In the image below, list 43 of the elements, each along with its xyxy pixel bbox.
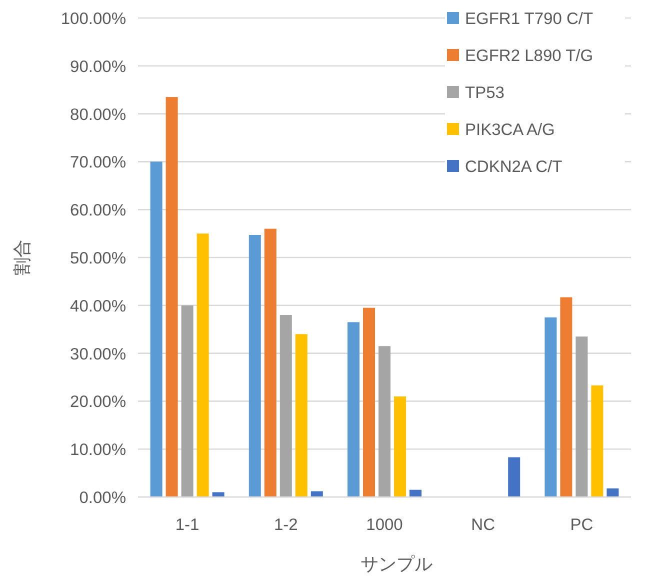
bar: [196, 234, 209, 497]
x-tick-label: 1000: [366, 516, 403, 534]
x-tick-label: 1-2: [274, 516, 298, 534]
y-tick-label: 40.00%: [70, 297, 126, 316]
bar: [576, 336, 588, 497]
y-tick-label: 80.00%: [70, 106, 126, 124]
bar: [363, 308, 375, 497]
bar: [166, 97, 178, 497]
bar: [560, 297, 572, 497]
legend-label: PIK3CA A/G: [465, 121, 555, 139]
x-tick-label: NC: [471, 516, 496, 534]
y-tick-label: 0.00%: [79, 489, 126, 507]
y-tick-label: 20.00%: [70, 393, 126, 412]
bar: [248, 234, 261, 497]
y-tick-label: 10.00%: [70, 441, 126, 460]
x-tick-label: PC: [570, 516, 594, 534]
bar: [606, 488, 619, 497]
legend-label: TP53: [465, 84, 504, 102]
y-tick-label: 30.00%: [70, 345, 126, 364]
y-tick-label: 100.00%: [60, 10, 126, 28]
y-tick-label: 90.00%: [70, 58, 126, 76]
bar: [378, 346, 390, 497]
bar: [394, 396, 406, 497]
bar: [410, 490, 422, 497]
legend-label: EGFR2 L890 T/G: [465, 47, 594, 65]
bar: [264, 228, 276, 497]
bar: [212, 492, 224, 497]
y-tick-label: 50.00%: [70, 250, 126, 268]
bar: [591, 385, 604, 497]
x-tick-label: 1-1: [175, 516, 200, 534]
bar: [295, 334, 308, 497]
bar: [508, 457, 520, 497]
y-axis-title: 割合: [12, 240, 32, 276]
bar: [150, 162, 162, 497]
legend-label: CDKN2A C/T: [465, 158, 562, 176]
y-tick-label: 60.00%: [70, 202, 126, 220]
bar: [181, 305, 194, 497]
y-tick-label: 70.00%: [70, 154, 126, 172]
legend-label: EGFR1 T790 C/T: [465, 10, 594, 28]
bar: [544, 317, 557, 497]
bar: [348, 322, 360, 497]
bar: [280, 314, 292, 497]
x-axis-title: サンプル: [360, 554, 432, 574]
